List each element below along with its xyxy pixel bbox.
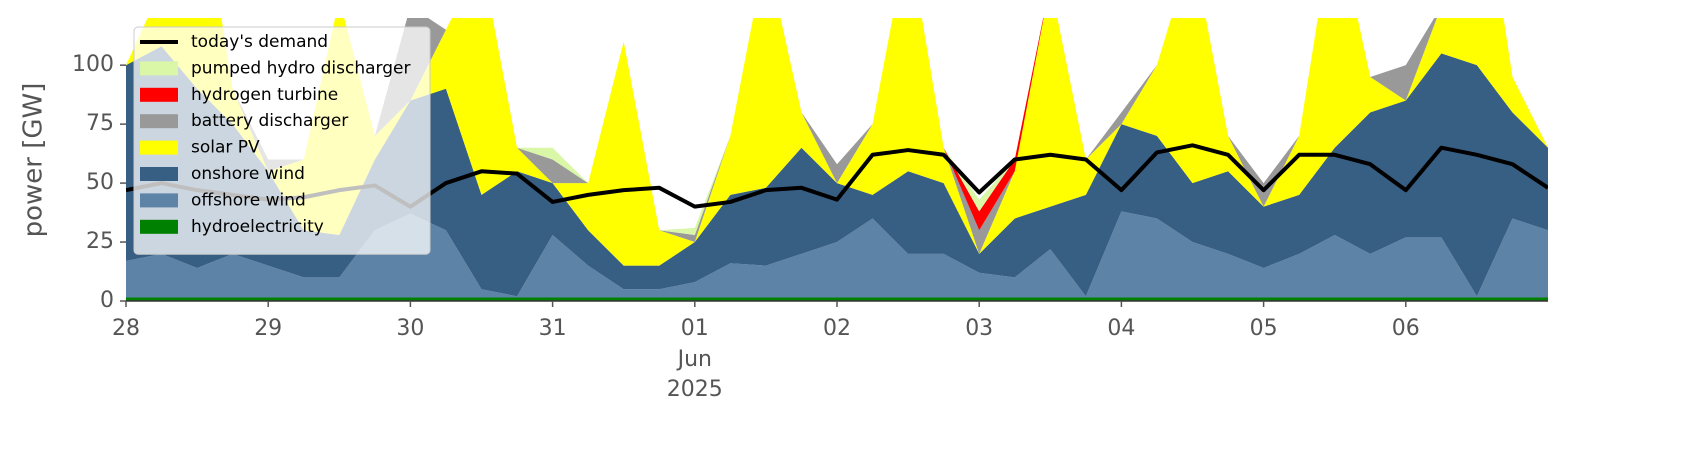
legend-label: onshore wind xyxy=(191,164,305,184)
plot-area xyxy=(126,18,1548,301)
legend-label: battery discharger xyxy=(191,111,348,131)
x-tick-label: 03 xyxy=(965,316,993,341)
legend-swatch xyxy=(140,167,178,181)
area xyxy=(126,211,1548,298)
y-axis-label: power [GW] xyxy=(19,83,49,238)
legend-label: hydroelectricity xyxy=(191,217,324,237)
x-tick-label: 01 xyxy=(681,316,709,341)
x-tick-sublabel: Jun xyxy=(676,347,712,372)
x-tick-label: 31 xyxy=(539,316,567,341)
x-tick-label: 28 xyxy=(112,316,140,341)
legend-label: today's demand xyxy=(191,32,328,52)
x-tick-label: 04 xyxy=(1107,316,1135,341)
y-tick-label: 50 xyxy=(86,170,114,195)
y-tick-label: 0 xyxy=(100,288,114,313)
x-tick-label: 30 xyxy=(396,316,424,341)
axes: 0 25 50 75 100 28 29 30 31 01 Jun 2025 02 03 04 05 06 xyxy=(72,52,1548,402)
legend-label: offshore wind xyxy=(191,190,306,210)
legend-swatch xyxy=(140,114,178,129)
legend-swatch xyxy=(140,87,178,102)
y-tick-label: 25 xyxy=(86,229,114,254)
x-tick-label: 29 xyxy=(254,316,282,341)
x-tick-label: 06 xyxy=(1392,316,1420,341)
legend-box xyxy=(133,26,431,255)
area xyxy=(126,46,1548,297)
legend: today's demand pumped hydro discharger hyd… xyxy=(133,26,431,255)
legend-label: hydrogen turbine xyxy=(191,85,338,105)
y-tick-label: 75 xyxy=(86,111,114,136)
legend-label: pumped hydro discharger xyxy=(191,58,410,78)
area xyxy=(126,297,1548,301)
legend-swatch xyxy=(140,219,178,234)
legend-swatch xyxy=(140,193,178,208)
x-tick-label: 02 xyxy=(823,316,851,341)
legend-swatch xyxy=(140,61,178,76)
legend-swatch xyxy=(140,140,178,155)
x-tick-label: 05 xyxy=(1250,316,1278,341)
x-tick-sublabel: 2025 xyxy=(667,377,723,402)
area xyxy=(126,18,1548,266)
legend-label: solar PV xyxy=(191,138,260,158)
y-tick-label: 100 xyxy=(72,52,114,77)
